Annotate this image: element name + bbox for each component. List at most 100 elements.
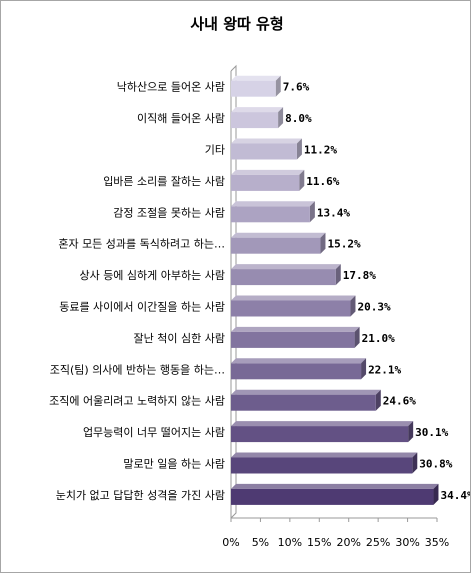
bar-side-face [296,138,302,160]
bar-top-face [231,295,356,301]
bar-side-face [361,358,367,380]
bar-top-face [231,232,326,238]
value-label: 24.6% [383,395,416,408]
chart-title: 사내 왕따 유형 [190,15,283,33]
category-label: 낙하산으로 들어온 사람 [117,80,225,94]
bar-front-face [231,426,409,443]
value-label: 11.2% [304,144,337,157]
value-label: 34.4% [440,489,470,502]
bar-side-face [354,326,360,348]
x-tick: 30% [395,518,420,549]
value-label: 30.8% [419,458,452,471]
bar [231,201,315,223]
category-label: 말로만 일을 하는 사람 [123,457,225,471]
bar-top-face [231,201,315,207]
bar [231,358,367,380]
bar-front-face [231,457,413,474]
plot-wall [230,64,437,519]
category-label: 혼자 모든 성과를 독식하려고 하는… [58,237,225,251]
bar-top-face [231,483,439,489]
x-tick: 25% [366,518,390,549]
bar [231,389,381,411]
bar [231,169,305,191]
bar-top-face [231,421,414,427]
bar-top-face [231,75,281,81]
bar-side-face [275,75,281,97]
bar-front-face [231,394,376,411]
bar [231,232,326,254]
category-label: 감정 조절을 못하는 사람 [113,205,225,219]
x-tick-label: 20% [336,536,360,549]
bar [231,264,341,286]
value-label: 22.1% [368,363,401,376]
x-tick: 15% [307,518,332,549]
value-labels: 7.6% 8.0% 11.2% 11.6% 13.4% 15.2% 17.8% 20.3% 21… [283,81,470,502]
value-label: 21.0% [362,332,395,345]
value-label: 13.4% [317,206,350,219]
bar-top-face [231,452,418,458]
bar [231,421,414,443]
bar-side-face [299,169,305,191]
x-axis-ticks: 0% 5% 10% 15% 20% 25% 30% 35% [222,518,449,549]
category-label: 잘난 척이 심한 사람 [134,332,225,345]
bar-front-face [231,174,300,191]
bar-front-face [231,206,310,223]
bar-side-face [433,483,439,505]
value-label: 15.2% [327,238,360,251]
value-label: 17.8% [343,269,376,282]
bar-top-face [231,358,367,364]
bar [231,75,281,97]
bar-side-face [335,264,341,286]
bar-top-face [231,107,284,113]
bar-side-face [408,421,414,443]
bar-front-face [231,269,336,286]
bar-side-face [320,232,326,254]
bar-top-face [231,389,381,395]
category-label: 입바른 소리를 잘하는 사람 [103,174,225,188]
category-label: 동료를 사이에서 이간질을 하는 사람 [59,300,225,314]
bar [231,295,356,317]
value-label: 30.1% [415,426,448,439]
bar-front-face [231,112,279,129]
bar-side-face [375,389,381,411]
value-label: 20.3% [357,301,390,314]
x-tick: 10% [278,518,302,549]
bar [231,107,284,129]
value-label: 11.6% [306,175,339,188]
bar [231,326,360,348]
category-label: 기타 [205,144,225,157]
bar-top-face [231,169,305,175]
bar-front-face [231,300,351,317]
category-label: 조직(팀) 의사에 반하는 행동을 하는… [50,362,225,376]
x-tick-label: 15% [307,536,331,549]
x-tick: 0% [222,518,240,549]
x-tick: 5% [252,518,269,549]
x-tick-label: 0% [222,536,239,549]
bar-side-face [309,201,315,223]
category-label: 조직에 어울리려고 노력하지 않는 사람 [49,394,225,408]
bar-side-face [278,107,284,129]
x-tick-label: 25% [366,536,390,549]
x-tick-label: 30% [395,536,419,549]
x-tick: 20% [336,518,361,549]
x-tick-label: 35% [425,536,449,549]
plot-wall-edge [230,64,237,519]
category-label: 상사 등에 심하게 아부하는 사람 [79,268,225,282]
bar-front-face [231,237,321,254]
x-tick-label: 10% [278,536,302,549]
bar [231,138,302,160]
value-label: 7.6% [283,81,310,94]
bar-front-face [231,363,362,380]
bar-side-face [350,295,356,317]
bar-series [231,75,439,505]
category-label: 업무능력이 너무 떨어지는 사람 [83,426,225,439]
x-tick: 35% [425,518,449,549]
bar-front-face [231,331,355,348]
bar-front-face [231,80,276,97]
value-label: 8.0% [285,112,312,125]
bar [231,483,439,505]
bar-front-face [231,143,297,160]
